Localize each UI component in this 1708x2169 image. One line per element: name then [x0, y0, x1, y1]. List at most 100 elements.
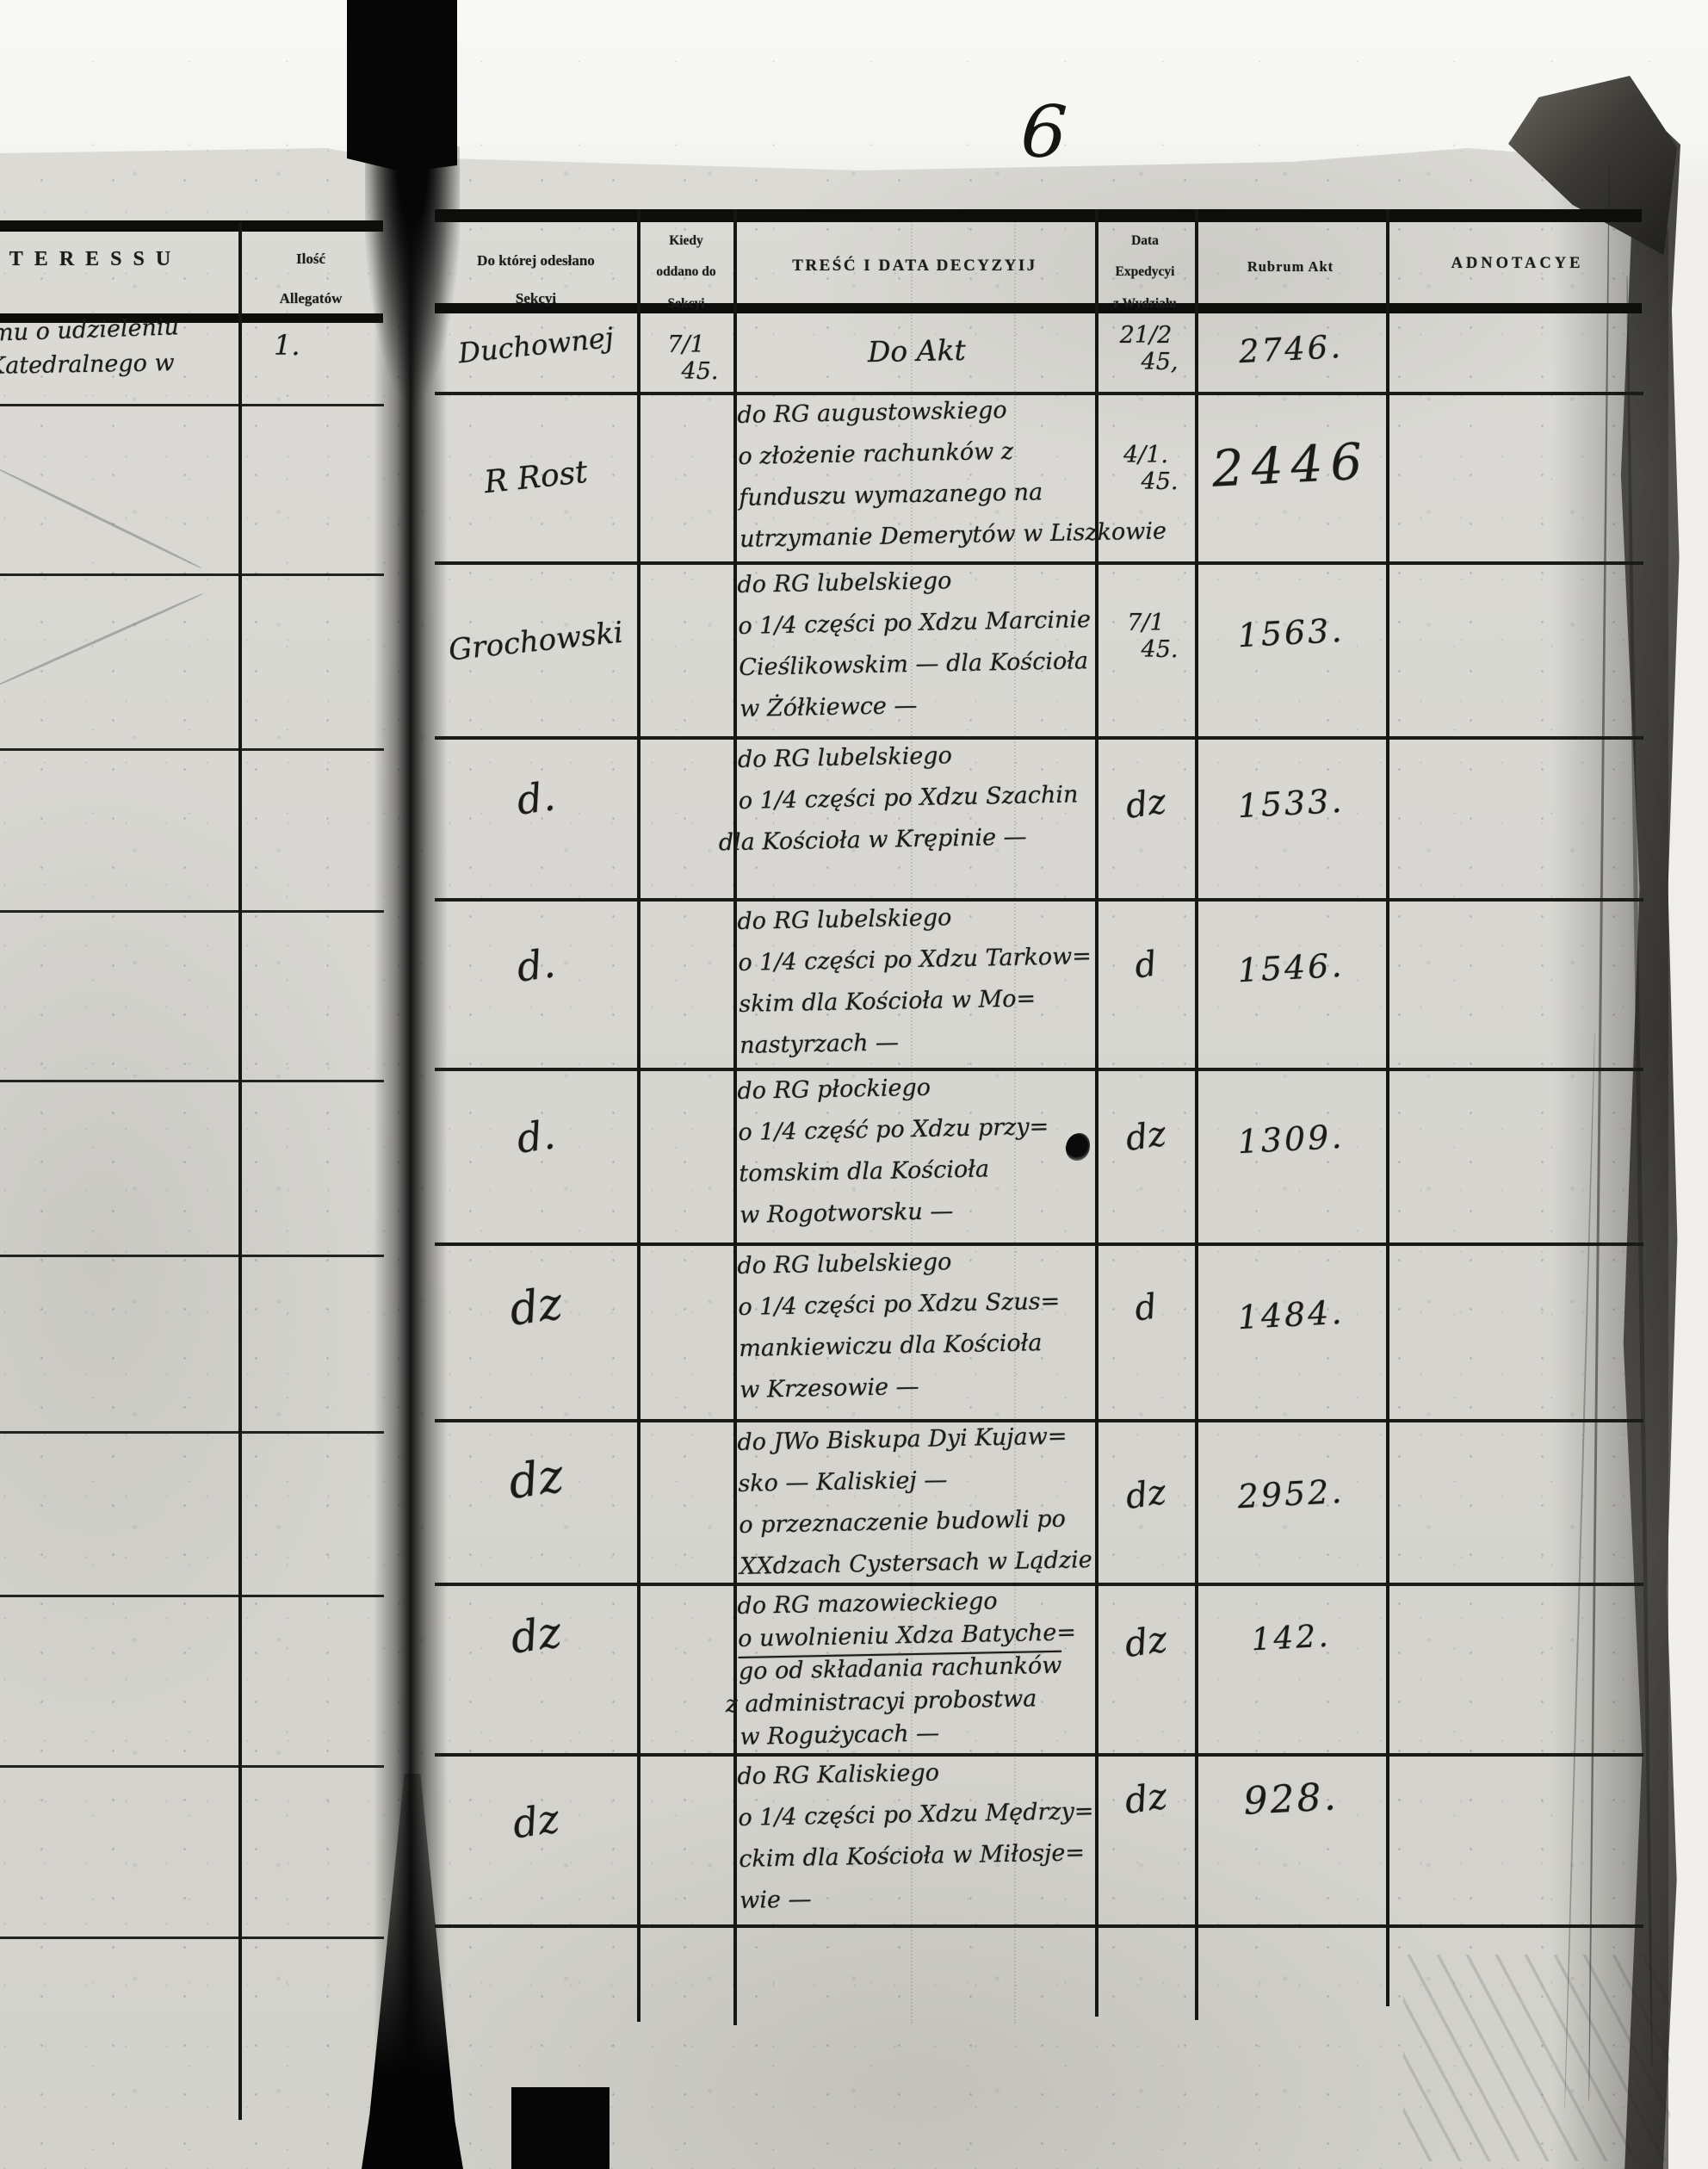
tresc-line: o uwolnieniu Xdza Batyche= [737, 1619, 1077, 1652]
tresc-line: do RG lubelskiego [737, 567, 952, 598]
row-line [435, 561, 1643, 565]
tresc-line: w Żółkiewce — [739, 691, 918, 722]
tresc-line: funduszu wymazanego na [739, 479, 1043, 511]
row-line [435, 1583, 1643, 1586]
tresc-line: Cieślikowskim — dla Kościoła [739, 648, 1089, 681]
paper-page [0, 148, 1668, 2169]
header-adnotacye: ADNOTACYE [1451, 255, 1584, 272]
header-rule [435, 209, 1642, 222]
tresc-line: do JWo Biskupa Dyi Kujaw= [737, 1422, 1068, 1456]
tresc-cell: do RG lubelskiego o 1/4 części po Xdzu T… [737, 902, 1095, 1074]
tresc-line: do RG mazowieckiego [737, 1588, 998, 1620]
rubrum-entry: 142. [1250, 1618, 1332, 1658]
table-row: d. do RG lubelskiego o 1/4 części po Xdz… [0, 736, 1668, 898]
rubrum-entry: 2952. [1236, 1472, 1346, 1515]
header-line: Do której odesłano [477, 252, 595, 269]
header-line: Allegatów [279, 289, 343, 307]
header-line: oddano do [656, 264, 716, 280]
tresc-line: w Rogotworsku — [739, 1198, 954, 1229]
tresc-cell: do RG lubelskiego o 1/4 części po Xdzu S… [737, 1246, 1095, 1418]
tresc-line: do RG płockiego [737, 1074, 931, 1105]
ink-blot [1066, 1133, 1090, 1161]
row-line-left [0, 1595, 384, 1597]
date-top: 4/1. [1123, 442, 1169, 469]
rubrum-entry: 928. [1242, 1775, 1340, 1824]
row-line-left [0, 910, 384, 913]
allegata-count: 1. [274, 329, 300, 362]
date-bottom: 45, [1141, 349, 1179, 376]
row-line [435, 736, 1643, 740]
column-line [1095, 209, 1098, 2017]
date-top: 7/1 [667, 331, 705, 358]
tresc-line: skim dla Kościoła w Mo= [739, 985, 1037, 1018]
row-line [435, 392, 1643, 395]
tresc-cell: do RG płockiego o 1/4 część po Xdzu przy… [737, 1071, 1095, 1243]
tresc-line: sko — Kaliskiej — [738, 1466, 948, 1497]
tresc-cell: do RG mazowieckiego o uwolnieniu Xdza Ba… [725, 1586, 1095, 1757]
tresc-line: o 1/4 części po Xdzu Tarkow= [738, 943, 1092, 976]
header-line: Sekcyi [667, 295, 705, 311]
tresc-cell: do RG lubelskiego o 1/4 części po Xdzu M… [737, 565, 1095, 737]
date-top: 7/1 [1127, 609, 1165, 636]
row-line-left [0, 1255, 384, 1257]
data-expedycyi-entry: dz [1123, 1472, 1169, 1517]
tresc-line: tomskim dla Kościoła [739, 1156, 990, 1187]
tresc-line: o przeznaczenie budowli po [739, 1505, 1067, 1539]
row-line [435, 1753, 1643, 1757]
sekcya-entry: Duchownej [456, 320, 616, 370]
tresc-line: do RG lubelskiego [737, 904, 952, 935]
rubrum-entry: 2746. [1237, 327, 1345, 370]
column-line [238, 222, 242, 2120]
data-expedycyi-entry: d [1132, 944, 1160, 987]
sekcya-entry: d. [513, 1110, 559, 1162]
sekcya-entry: dz [507, 1606, 565, 1664]
paper-chain-line [911, 215, 913, 2023]
tresc-line: w Rogużycach — [740, 1720, 940, 1751]
tresc-line: Do Akt [867, 332, 967, 369]
header-line: Expedycyi [1115, 264, 1175, 280]
tresc-line: o 1/4 części po Xdzu Szachin [738, 781, 1079, 815]
tresc-line: o 1/4 część po Xdzu przy= [738, 1113, 1049, 1146]
data-expedycyi-entry: 7/1 45. [1098, 609, 1193, 663]
kiedy-entry: 7/1 45. [640, 331, 732, 385]
tresc-cell: do RG Kaliskiego o 1/4 części po Xdzu Mę… [737, 1757, 1095, 1929]
header-ilosc-allegatow: Ilość Allegatów [240, 239, 381, 319]
data-expedycyi-entry: dz [1123, 782, 1169, 827]
tresc-line: wie — [739, 1886, 812, 1914]
tresc-line: mankiewiczu dla Kościoła [739, 1329, 1043, 1362]
tresc-line: dla Kościoła w Krępinie — [718, 823, 1027, 857]
table-row: Grochowski do RG lubelskiego o 1/4 częśc… [0, 561, 1668, 736]
header-rule [0, 220, 383, 232]
table-row: dz do RG mazowieckiego o uwolnieniu Xdza… [0, 1583, 1668, 1753]
row-line [435, 1243, 1643, 1246]
column-line [1195, 209, 1198, 2020]
sekcya-entry: R Rost [482, 454, 590, 500]
binding-strap-top [347, 0, 457, 172]
date-bottom: 45. [681, 357, 719, 385]
tresc-line: do RG lubelskiego [737, 742, 953, 773]
date-bottom: 45. [1141, 468, 1179, 496]
column-line [637, 209, 640, 2022]
rubrum-entry: 1309. [1236, 1117, 1346, 1162]
header-rule [0, 313, 383, 323]
tresc-line: z administracyi probostwa [725, 1685, 1037, 1719]
tresc-line: XXdzach Cystersach w Lądzie [739, 1546, 1093, 1580]
sekcya-entry: dz [504, 1447, 567, 1510]
sekcya-entry: dz [510, 1794, 562, 1848]
table-row: d. do RG lubelskiego o 1/4 części po Xdz… [0, 898, 1668, 1068]
row-line [435, 1924, 1643, 1928]
tresc-line: o 1/4 części po Xdzu Mędrzy= [738, 1798, 1094, 1831]
rubrum-entry: 1546. [1236, 945, 1346, 990]
binding-strap-bottom [511, 2087, 610, 2169]
sekcya-entry: d. [513, 939, 559, 992]
table-row-empty [0, 1924, 1668, 2019]
header-kiedy: Kiedy oddano do Sekcyi [639, 226, 733, 319]
table-row: dz do JWo Biskupa Dyi Kujaw= sko — Kalis… [0, 1419, 1668, 1583]
column-line [1386, 209, 1389, 2006]
row-line-left [0, 1431, 384, 1434]
book-gutter-top [365, 146, 460, 405]
header-sekcya: Do której odesłano Sekcyi [435, 242, 637, 318]
rubrum-entry: 1563. [1236, 610, 1346, 655]
header-tresc: TREŚĆ I DATA DECYZYIJ [792, 257, 1037, 275]
